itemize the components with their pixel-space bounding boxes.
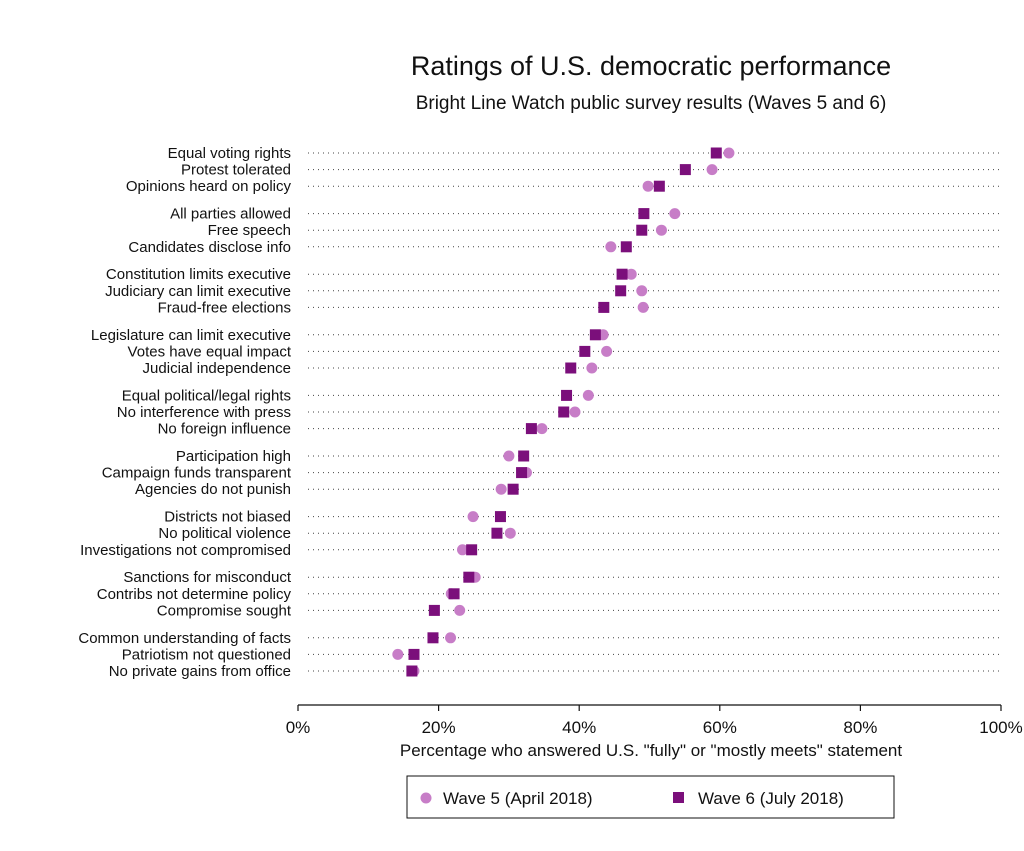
wave5-point xyxy=(495,483,507,495)
wave6-point xyxy=(491,527,503,539)
category-label: Free speech xyxy=(208,222,291,239)
legend-wave5-marker xyxy=(420,792,432,804)
category-label: Judicial independence xyxy=(143,360,291,377)
x-tick-label: 100% xyxy=(979,718,1022,737)
category-label: Equal political/legal rights xyxy=(122,387,291,404)
legend: Wave 5 (April 2018) Wave 6 (July 2018) xyxy=(406,775,895,819)
category-label: Constitution limits executive xyxy=(106,266,291,283)
wave5-point xyxy=(625,268,637,280)
category-label: Districts not biased xyxy=(164,509,291,526)
wave6-point xyxy=(558,406,570,418)
x-tick-label: 40% xyxy=(562,718,596,737)
guide-lines xyxy=(308,152,1001,672)
wave5-point xyxy=(503,450,515,462)
wave6-point xyxy=(620,241,632,253)
category-label: Candidates disclose info xyxy=(128,239,291,256)
legend-wave5-label: Wave 5 (April 2018) xyxy=(443,789,593,808)
wave6-point xyxy=(636,224,648,236)
wave5-point xyxy=(445,632,457,644)
category-label: Campaign funds transparent xyxy=(102,465,292,482)
wave5-point xyxy=(706,164,718,176)
wave6-point xyxy=(466,544,478,556)
x-tick-label: 80% xyxy=(843,718,877,737)
wave5-point xyxy=(601,345,613,357)
data-marks xyxy=(392,147,735,677)
wave6-point xyxy=(561,389,573,401)
category-label: Patriotism not questioned xyxy=(122,646,291,663)
x-tick-label: 60% xyxy=(703,718,737,737)
chart-title: Ratings of U.S. democratic performance xyxy=(411,51,891,81)
wave5-point xyxy=(655,224,667,236)
wave6-point xyxy=(616,268,628,280)
wave6-point xyxy=(579,345,591,357)
wave6-point xyxy=(638,208,650,220)
category-label: Judiciary can limit executive xyxy=(105,283,291,300)
category-label: Fraud-free elections xyxy=(158,299,291,316)
category-label: All parties allowed xyxy=(170,206,291,223)
wave6-point xyxy=(428,604,440,616)
wave5-point xyxy=(392,648,404,660)
wave6-point xyxy=(463,571,475,583)
wave6-point xyxy=(710,147,722,159)
category-label: Opinions heard on policy xyxy=(126,178,292,195)
wave5-point xyxy=(536,423,548,435)
wave6-point xyxy=(679,164,691,176)
wave6-point xyxy=(516,467,528,479)
wave6-point xyxy=(615,285,627,297)
wave5-point xyxy=(454,604,466,616)
wave6-point xyxy=(598,301,610,313)
x-axis-ticks: 0% 20% 40% 60% 80% 100% xyxy=(286,705,1023,737)
wave6-point xyxy=(589,329,601,341)
wave6-point xyxy=(448,588,460,600)
category-label: Investigations not compromised xyxy=(80,542,291,559)
category-label: Contribs not determine policy xyxy=(97,586,292,603)
wave6-point xyxy=(565,362,577,374)
wave6-point xyxy=(408,648,420,660)
x-axis-label: Percentage who answered U.S. "fully" or … xyxy=(400,741,903,760)
wave5-point xyxy=(586,362,598,374)
wave5-point xyxy=(605,241,617,253)
wave6-point xyxy=(507,483,519,495)
category-label: Equal voting rights xyxy=(168,145,291,162)
wave6-point xyxy=(427,632,439,644)
wave6-point xyxy=(518,450,530,462)
wave5-point xyxy=(467,511,479,523)
wave5-point xyxy=(569,406,581,418)
category-label: Legislature can limit executive xyxy=(91,327,291,344)
category-label: Compromise sought xyxy=(157,602,292,619)
wave6-point xyxy=(494,511,506,523)
category-label: Sanctions for misconduct xyxy=(123,569,291,586)
category-label: Agencies do not punish xyxy=(135,481,291,498)
x-tick-label: 20% xyxy=(422,718,456,737)
wave5-point xyxy=(637,301,649,313)
category-label: Votes have equal impact xyxy=(128,343,292,360)
wave5-point xyxy=(504,527,516,539)
wave5-point xyxy=(457,544,469,556)
category-label: Participation high xyxy=(176,448,291,465)
legend-wave6-marker xyxy=(673,792,684,803)
x-tick-label: 0% xyxy=(286,718,311,737)
wave6-point xyxy=(525,423,537,435)
wave5-point xyxy=(636,285,648,297)
category-label: No private gains from office xyxy=(109,663,291,680)
category-label: Common understanding of facts xyxy=(78,630,291,647)
wave5-point xyxy=(642,180,654,192)
wave5-point xyxy=(723,147,735,159)
category-label: No interference with press xyxy=(117,404,291,421)
category-label: No political violence xyxy=(158,525,291,542)
wave6-point xyxy=(406,665,418,677)
legend-wave6-label: Wave 6 (July 2018) xyxy=(698,789,844,808)
wave6-point xyxy=(653,180,665,192)
wave5-point xyxy=(669,208,681,220)
category-label: Protest tolerated xyxy=(181,162,291,179)
chart-subtitle: Bright Line Watch public survey results … xyxy=(416,93,887,114)
category-label: No foreign influence xyxy=(158,421,291,438)
legend-box xyxy=(406,775,895,819)
wave5-point xyxy=(582,389,594,401)
